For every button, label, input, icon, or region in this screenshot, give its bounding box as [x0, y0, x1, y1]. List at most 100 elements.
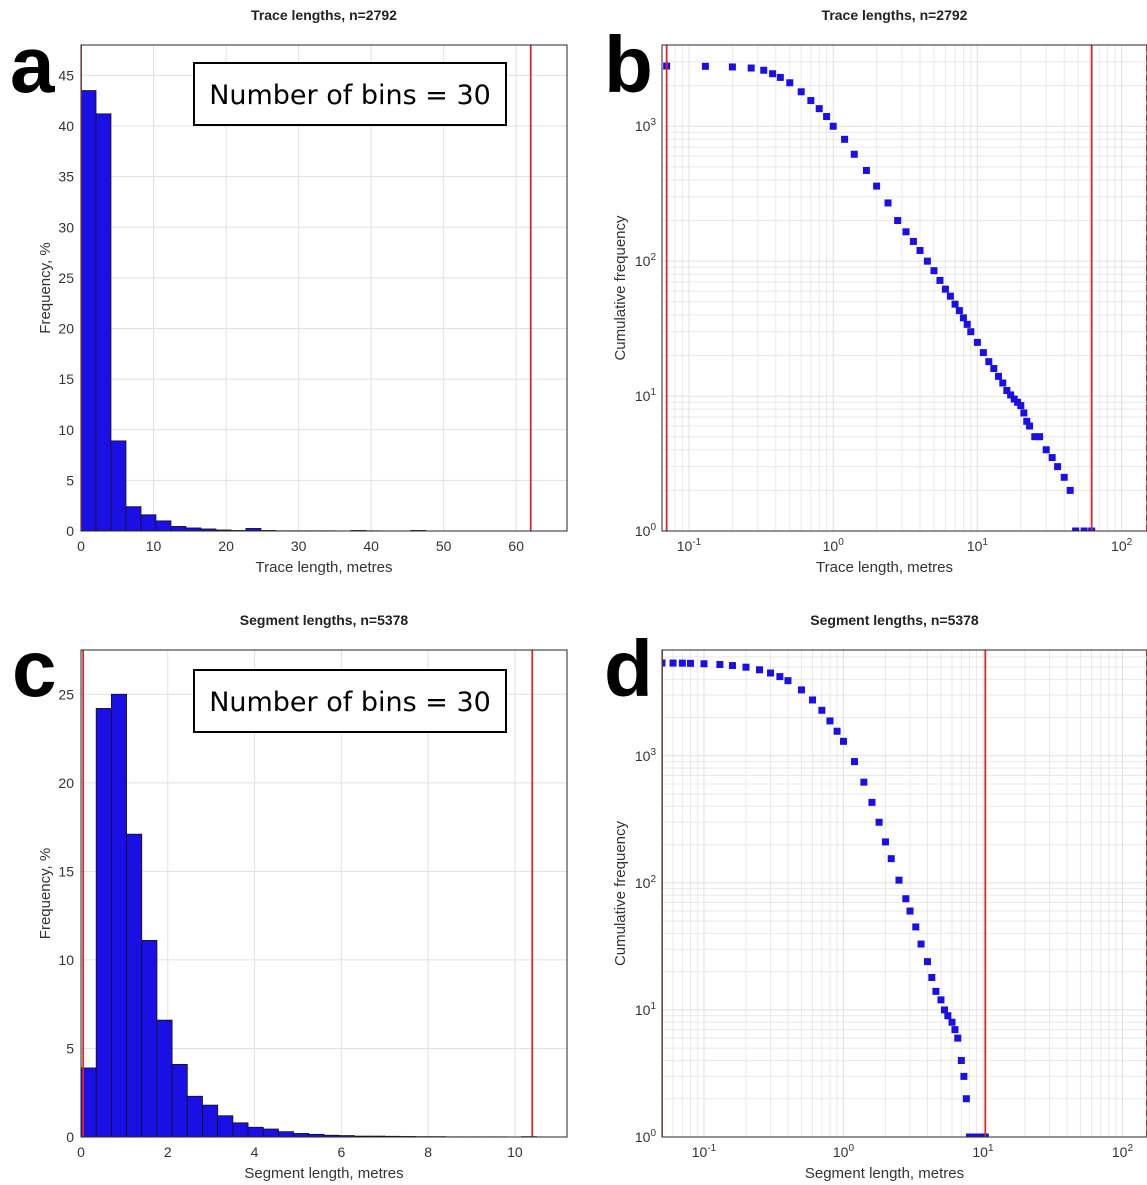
data-point: [769, 70, 777, 78]
data-point: [951, 1026, 959, 1034]
y-tick-label: 35: [58, 169, 74, 185]
histogram-bar: [232, 1122, 249, 1137]
data-point: [815, 105, 823, 113]
x-tick-label: 10-1: [692, 1143, 717, 1160]
histogram-bar: [186, 1095, 203, 1137]
tick-labels: 0 2 4 6 8 10 0 5 10 15 20 25: [58, 686, 523, 1160]
x-tick-label: 101: [972, 1143, 994, 1160]
data-point: [951, 300, 959, 308]
data-point: [955, 307, 963, 315]
histogram-bar: [141, 940, 158, 1137]
y-axis-label: Cumulative frequency: [612, 820, 629, 966]
panel-letter: a: [10, 20, 55, 109]
histogram-bar: [125, 506, 142, 531]
chart-title: Trace lengths, n=2792: [251, 7, 397, 23]
grid: [661, 650, 1147, 1138]
y-tick-label: 103: [635, 747, 657, 764]
data-point: [826, 717, 834, 725]
data-layer: [81, 45, 532, 531]
y-tick-label: 25: [58, 270, 74, 286]
data-point: [1003, 386, 1011, 394]
data-point: [1054, 463, 1062, 471]
x-tick-label: 20: [218, 538, 234, 554]
x-tick-label: 0: [77, 1144, 85, 1160]
histogram-bar: [126, 833, 143, 1137]
data-point: [669, 659, 677, 667]
x-tick-label: 100: [833, 1143, 855, 1160]
data-point: [930, 267, 938, 275]
chart-title: Trace lengths, n=2792: [822, 7, 968, 23]
data-point: [902, 895, 910, 903]
data-point: [881, 838, 889, 846]
data-point: [894, 217, 902, 225]
histogram-bar: [262, 1128, 279, 1137]
data-point: [662, 659, 666, 667]
histogram-bar: [202, 1104, 219, 1137]
tick-labels: 10-1 100 101 102 100 101 102 103: [635, 747, 1134, 1160]
data-point: [937, 996, 945, 1004]
panel-d: 10-1 100 101 102 100 101 102 103 Segment lengths…: [604, 612, 1147, 1182]
histogram-bar: [155, 520, 172, 531]
x-tick-label: 8: [424, 1144, 432, 1160]
panel-c: 0 2 4 6 8 10 0 5 10 15 20 25 Segment lengths, n=5378…: [12, 612, 568, 1182]
histogram-bar: [110, 440, 127, 531]
y-tick-label: 30: [58, 219, 74, 235]
data-point: [946, 292, 954, 300]
histogram-bar: [293, 1133, 310, 1137]
data-point: [944, 1012, 952, 1020]
bins-annotation-box: [193, 62, 507, 126]
y-tick-label: 15: [58, 863, 74, 879]
data-point: [686, 659, 694, 667]
panel-letter: d: [604, 624, 653, 713]
data-point: [985, 358, 993, 366]
data-point: [967, 328, 975, 336]
histogram-bar: [140, 514, 157, 531]
y-tick-label: 5: [66, 1040, 74, 1056]
data-point: [917, 940, 925, 948]
histogram-bar: [245, 528, 262, 531]
y-tick-label: 20: [58, 775, 74, 791]
data-point: [700, 660, 708, 668]
data-point: [990, 365, 998, 373]
data-point: [895, 876, 903, 884]
y-tick-label: 102: [635, 874, 657, 891]
x-axis-label: Segment length, metres: [244, 1165, 403, 1182]
tick-labels: 0 10 20 30 40 50 60 0 5 10 15 20 25 30 35 40 45: [58, 67, 524, 554]
y-tick-label: 101: [635, 1001, 657, 1018]
data-point: [976, 1133, 984, 1137]
data-point: [916, 246, 924, 254]
data-point: [960, 1072, 968, 1080]
histogram-bar: [247, 1126, 264, 1137]
data-point: [776, 673, 784, 681]
data-point: [701, 62, 709, 70]
x-tick-label: 30: [291, 538, 307, 554]
histogram-bar: [81, 90, 97, 531]
data-point: [928, 973, 936, 981]
data-point: [860, 778, 868, 786]
y-tick-label: 20: [58, 321, 74, 337]
x-tick-label: 50: [436, 538, 452, 554]
bins-annotation-text: Number of bins = 30: [209, 687, 491, 718]
data-point: [755, 666, 763, 674]
data-point: [948, 1018, 956, 1026]
data-point: [747, 64, 755, 72]
data-point: [965, 1133, 973, 1137]
data-point: [875, 818, 883, 826]
data-point: [932, 987, 940, 995]
data-point: [767, 669, 775, 677]
y-tick-label: 101: [635, 387, 657, 404]
data-point: [1017, 402, 1025, 410]
x-tick-label: 0: [77, 538, 85, 554]
x-axis-label: Trace length, metres: [256, 559, 393, 576]
data-point: [728, 63, 736, 71]
panel-letter: b: [604, 20, 653, 109]
data-point: [884, 199, 892, 207]
data-point: [823, 113, 831, 121]
data-point: [994, 372, 1002, 380]
x-tick-label: 102: [1111, 537, 1133, 554]
data-point: [728, 662, 736, 670]
data-point: [963, 320, 971, 328]
axes-frame: [661, 44, 1147, 532]
data-layer: [662, 650, 1147, 1137]
